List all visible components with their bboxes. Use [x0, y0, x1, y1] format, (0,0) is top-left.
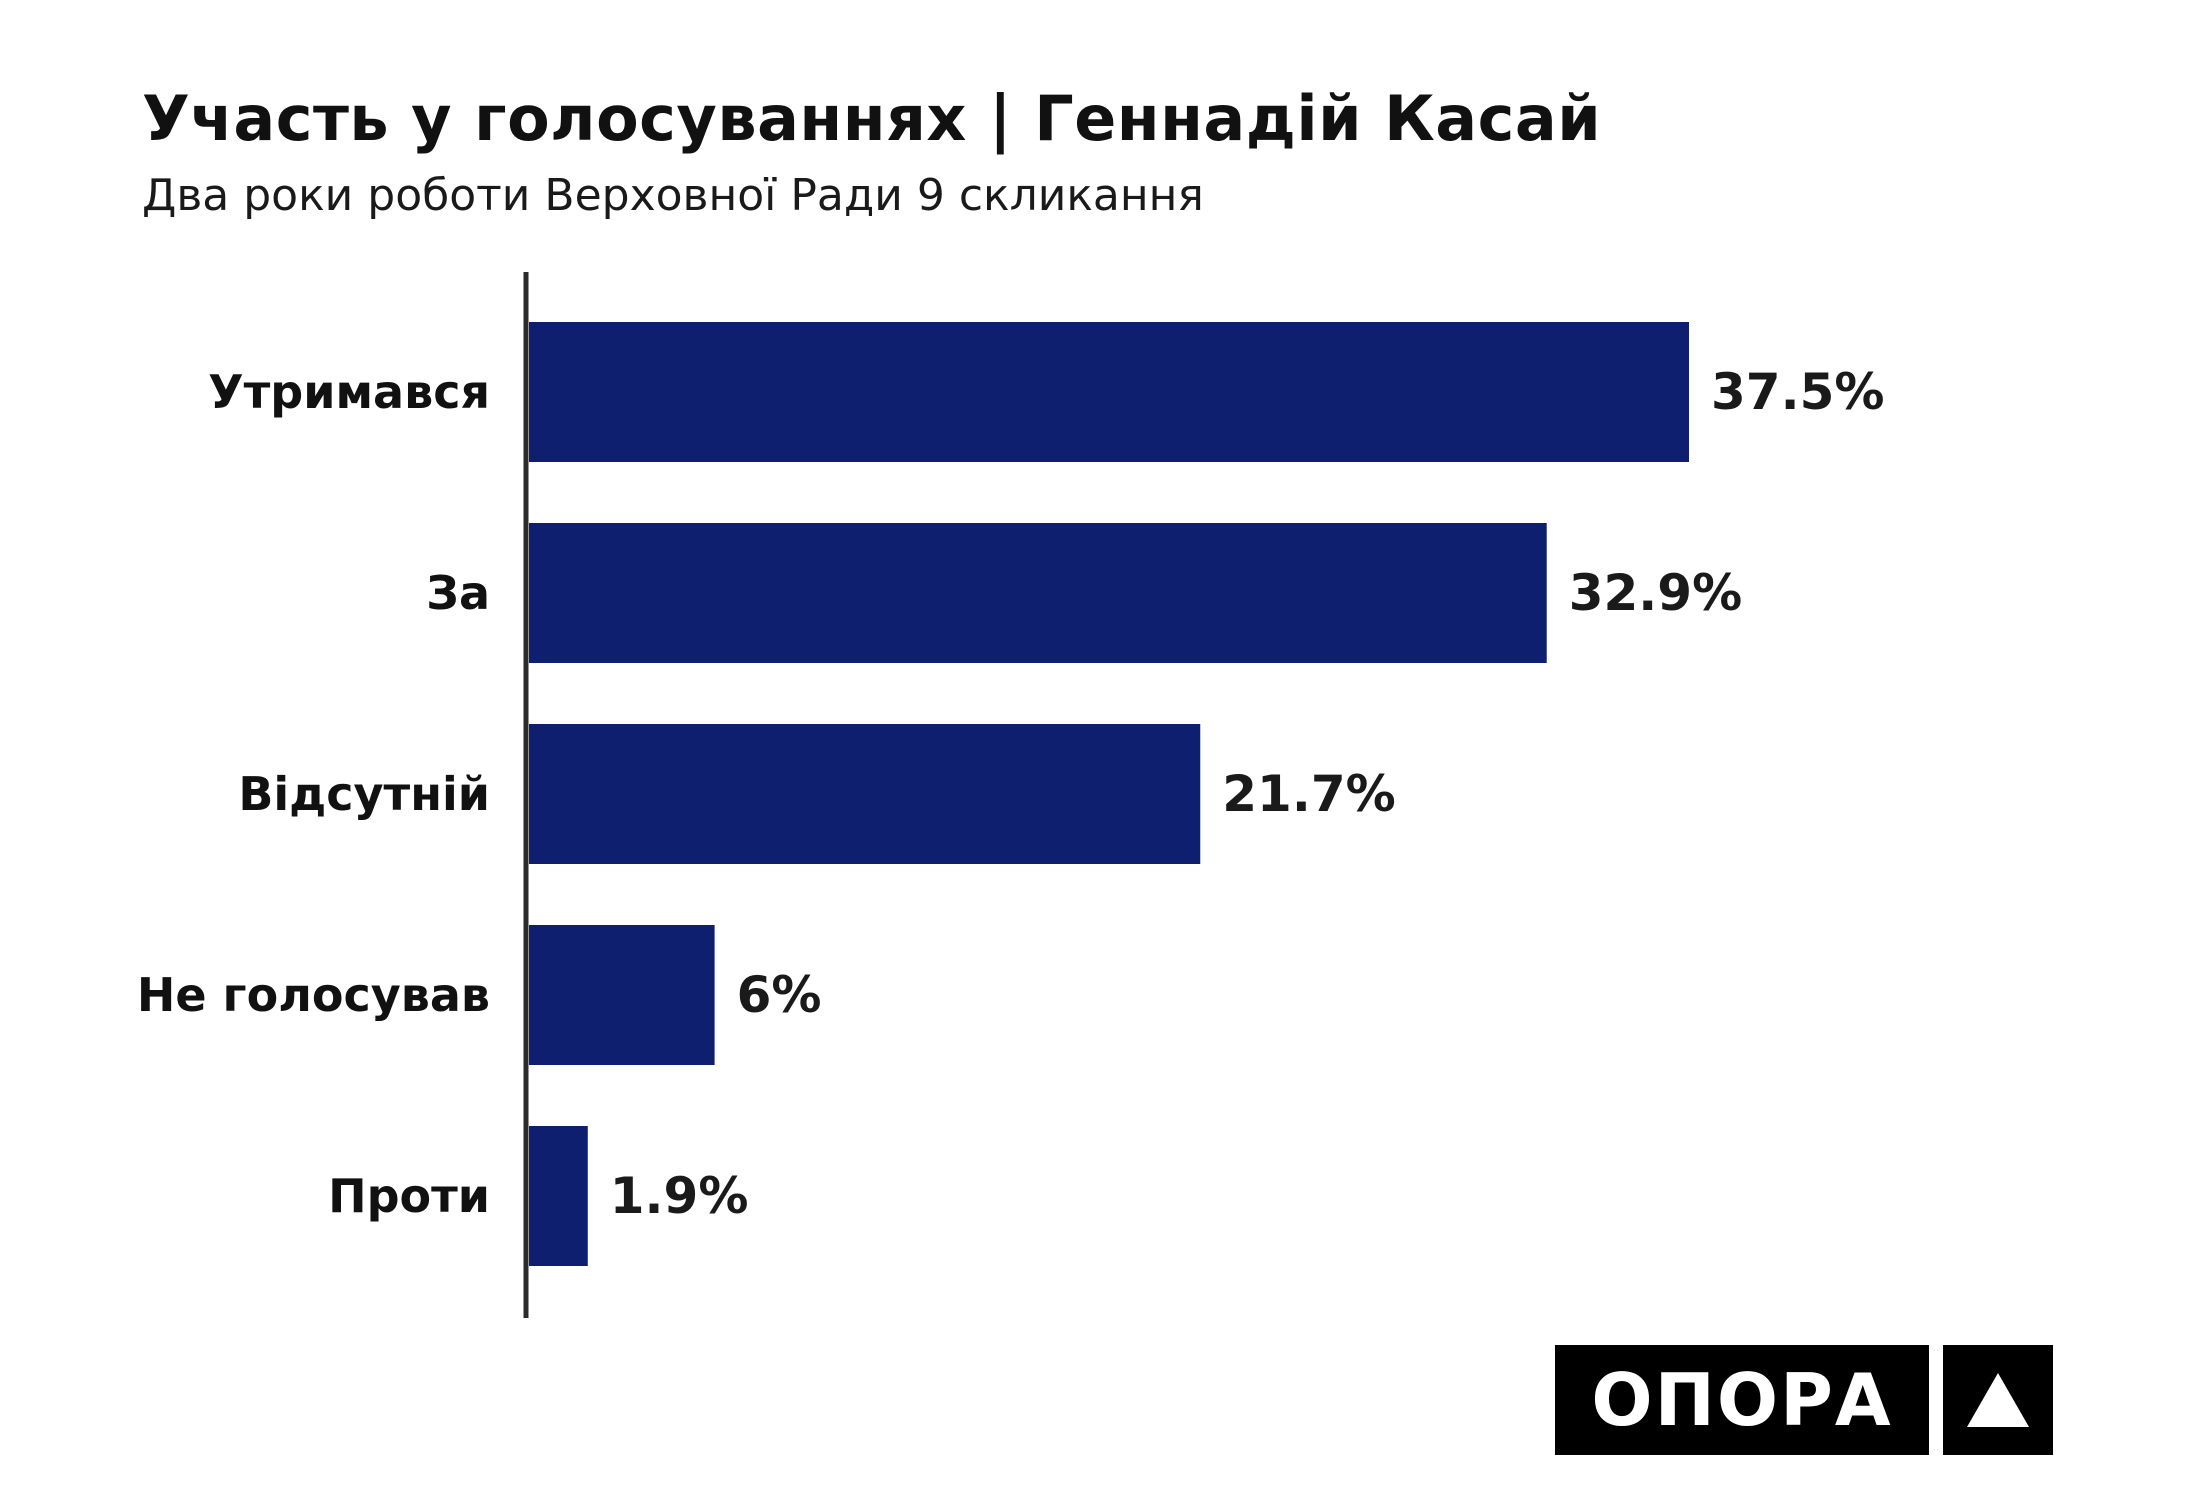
- chart-subtitle: Два роки роботи Верховної Ради 9 скликан…: [142, 170, 1204, 221]
- category-label-4: Проти: [328, 1169, 490, 1223]
- value-label-3: 6%: [737, 966, 822, 1024]
- chart-title: Участь у голосуваннях | Геннадій Касай: [142, 82, 1602, 155]
- bar-3: [529, 925, 715, 1065]
- category-label-2: Відсутній: [238, 767, 490, 821]
- value-label-2: 21.7%: [1222, 765, 1395, 823]
- category-label-0: Утримався: [208, 365, 490, 419]
- bar-chart: Утримався 37.5% За 32.9% Відсутній 21.7% Не го…: [137, 272, 1884, 1318]
- category-label-3: Не голосував: [137, 968, 490, 1022]
- value-label-4: 1.9%: [610, 1167, 749, 1225]
- category-label-1: За: [426, 566, 490, 620]
- bar-2: [529, 724, 1201, 864]
- value-label-0: 37.5%: [1711, 363, 1884, 421]
- bar-4: [529, 1126, 588, 1266]
- opora-logo: ОПОРА: [1555, 1345, 2053, 1455]
- bar-1: [529, 523, 1547, 663]
- triangle-icon: [1943, 1345, 2053, 1455]
- logo-text: ОПОРА: [1555, 1345, 1929, 1455]
- bar-0: [529, 322, 1689, 462]
- value-label-1: 32.9%: [1569, 564, 1742, 622]
